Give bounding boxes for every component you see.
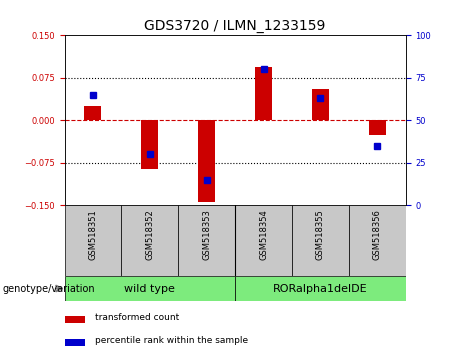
Bar bbox=[65, 316, 85, 323]
Bar bbox=[235, 205, 292, 276]
Title: GDS3720 / ILMN_1233159: GDS3720 / ILMN_1233159 bbox=[144, 19, 326, 33]
Text: GSM518355: GSM518355 bbox=[316, 209, 325, 259]
Text: GSM518351: GSM518351 bbox=[89, 209, 97, 259]
Bar bbox=[235, 276, 406, 301]
Bar bbox=[198, 120, 215, 202]
Bar bbox=[121, 205, 178, 276]
Bar bbox=[65, 276, 235, 301]
Text: GSM518356: GSM518356 bbox=[373, 209, 382, 260]
Text: genotype/variation: genotype/variation bbox=[2, 284, 95, 293]
Text: GSM518352: GSM518352 bbox=[145, 209, 154, 259]
Text: GSM518354: GSM518354 bbox=[259, 209, 268, 259]
Text: transformed count: transformed count bbox=[95, 313, 179, 321]
Bar bbox=[65, 205, 121, 276]
Bar bbox=[349, 205, 406, 276]
Bar bbox=[255, 67, 272, 120]
Text: percentile rank within the sample: percentile rank within the sample bbox=[95, 336, 248, 344]
Bar bbox=[178, 205, 235, 276]
Bar bbox=[312, 89, 329, 120]
Bar bbox=[84, 106, 101, 120]
Bar bbox=[292, 205, 349, 276]
Bar bbox=[142, 120, 159, 169]
Text: RORalpha1delDE: RORalpha1delDE bbox=[273, 284, 368, 293]
Bar bbox=[65, 339, 85, 346]
Text: GSM518353: GSM518353 bbox=[202, 209, 211, 260]
Bar bbox=[369, 120, 386, 135]
Text: wild type: wild type bbox=[124, 284, 175, 293]
